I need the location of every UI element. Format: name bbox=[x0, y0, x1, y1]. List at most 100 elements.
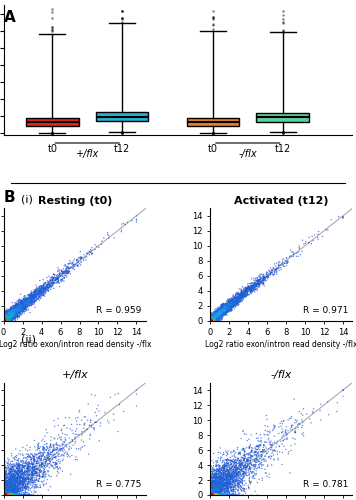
Point bbox=[222, 305, 228, 313]
Point bbox=[208, 482, 214, 490]
Point bbox=[222, 476, 227, 484]
Point bbox=[217, 312, 223, 320]
Point bbox=[18, 310, 24, 318]
Point bbox=[225, 484, 230, 492]
Point bbox=[26, 452, 32, 460]
Point bbox=[241, 464, 247, 472]
Point bbox=[37, 455, 42, 463]
Point bbox=[210, 472, 215, 480]
Point bbox=[22, 477, 27, 485]
Point bbox=[78, 254, 83, 262]
Point bbox=[210, 491, 216, 499]
Point bbox=[226, 491, 232, 499]
Point bbox=[15, 310, 21, 318]
Point bbox=[258, 460, 264, 468]
Point bbox=[58, 433, 64, 441]
Point bbox=[216, 312, 222, 320]
Point bbox=[235, 465, 241, 473]
Point bbox=[215, 311, 220, 319]
Point bbox=[9, 312, 15, 320]
Point bbox=[54, 456, 59, 464]
Point bbox=[213, 311, 218, 319]
Point bbox=[9, 491, 15, 499]
Point bbox=[207, 491, 213, 499]
Point bbox=[36, 450, 41, 458]
Point bbox=[10, 468, 16, 475]
Point bbox=[285, 416, 291, 424]
Point bbox=[246, 288, 252, 296]
Point bbox=[8, 491, 14, 499]
Point bbox=[1, 311, 6, 319]
Point bbox=[229, 298, 235, 306]
Point bbox=[17, 304, 23, 312]
Point bbox=[6, 316, 11, 324]
Point bbox=[26, 466, 31, 474]
Point bbox=[216, 312, 221, 320]
Point bbox=[51, 434, 57, 442]
Point bbox=[15, 476, 21, 484]
Point bbox=[214, 313, 220, 321]
Point bbox=[211, 491, 216, 499]
Point bbox=[245, 282, 251, 290]
Point bbox=[4, 486, 10, 494]
Point bbox=[2, 467, 8, 475]
Point bbox=[9, 311, 14, 319]
Point bbox=[212, 482, 218, 490]
Point bbox=[235, 482, 241, 490]
Point bbox=[23, 467, 29, 475]
Point bbox=[253, 462, 258, 470]
Point bbox=[42, 284, 47, 292]
Point bbox=[26, 460, 31, 468]
Point bbox=[21, 472, 27, 480]
Point bbox=[280, 428, 286, 436]
Point bbox=[208, 491, 214, 499]
Point bbox=[226, 304, 232, 312]
Point bbox=[6, 487, 12, 495]
Point bbox=[17, 478, 23, 486]
Point bbox=[212, 316, 218, 324]
Point bbox=[5, 485, 11, 493]
Point bbox=[215, 491, 220, 499]
Point bbox=[208, 316, 214, 324]
Point bbox=[211, 316, 216, 324]
Point bbox=[325, 226, 331, 234]
Point bbox=[216, 478, 222, 486]
Point bbox=[248, 452, 254, 460]
Point bbox=[57, 279, 62, 287]
Point bbox=[22, 476, 28, 484]
Point bbox=[2, 316, 8, 324]
Point bbox=[231, 297, 237, 305]
Point bbox=[249, 461, 255, 469]
Point bbox=[10, 309, 16, 317]
Point bbox=[19, 299, 25, 307]
Point bbox=[13, 308, 19, 316]
Point bbox=[245, 282, 251, 290]
Point bbox=[1, 316, 7, 324]
Point bbox=[215, 316, 221, 324]
Point bbox=[9, 308, 15, 316]
Point bbox=[225, 470, 230, 478]
Point bbox=[17, 446, 23, 454]
Point bbox=[3, 314, 9, 322]
Point bbox=[18, 290, 23, 298]
Point bbox=[15, 456, 21, 464]
Point bbox=[5, 491, 10, 499]
Point bbox=[210, 312, 216, 320]
Point bbox=[215, 491, 221, 499]
Point bbox=[2, 488, 7, 496]
Point bbox=[217, 308, 223, 316]
Point bbox=[216, 491, 222, 499]
Point bbox=[224, 300, 230, 308]
Point bbox=[62, 438, 67, 446]
Point bbox=[54, 464, 60, 471]
Point bbox=[2, 491, 8, 499]
Point bbox=[22, 467, 27, 475]
Point bbox=[32, 468, 38, 475]
Point bbox=[237, 462, 242, 469]
Point bbox=[27, 297, 32, 305]
Point bbox=[221, 460, 227, 468]
Point bbox=[239, 294, 245, 302]
Point bbox=[21, 308, 27, 316]
Point bbox=[14, 312, 19, 320]
Point bbox=[224, 304, 230, 312]
